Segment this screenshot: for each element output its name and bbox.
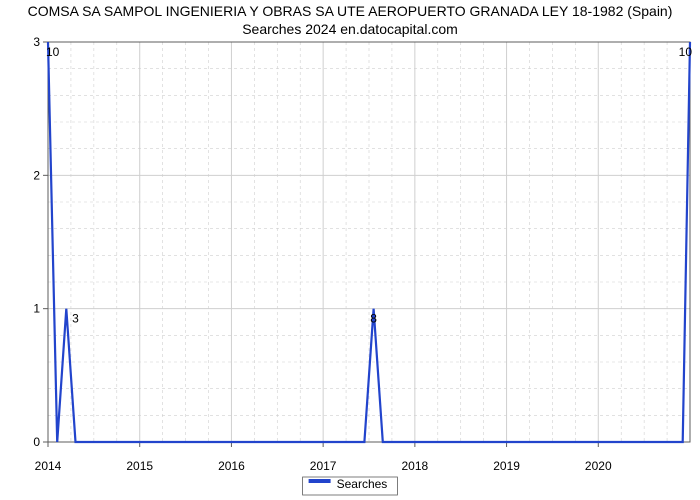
chart-title-line1: COMSA SA SAMPOL INGENIERIA Y OBRAS SA UT… xyxy=(28,3,673,19)
y-tick-label: 2 xyxy=(33,168,40,182)
searches-chart: COMSA SA SAMPOL INGENIERIA Y OBRAS SA UT… xyxy=(0,0,700,500)
x-tick-label: 2017 xyxy=(310,459,337,473)
y-tick-label: 3 xyxy=(33,35,40,49)
point-label: 3 xyxy=(72,312,79,326)
x-tick-label: 2016 xyxy=(218,459,245,473)
x-tick-label: 2018 xyxy=(402,459,429,473)
legend: Searches xyxy=(303,477,398,495)
chart-title-line2: Searches 2024 en.datocapital.com xyxy=(242,21,458,37)
y-tick-label: 1 xyxy=(33,302,40,316)
x-tick-label: 2015 xyxy=(126,459,153,473)
x-tick-label: 2014 xyxy=(35,459,62,473)
legend-swatch xyxy=(309,479,331,483)
point-label: 10 xyxy=(679,45,693,59)
point-label: 10 xyxy=(46,45,60,59)
x-tick-label: 2020 xyxy=(585,459,612,473)
x-tick-label: 2019 xyxy=(493,459,520,473)
point-label: 8 xyxy=(370,312,377,326)
y-tick-label: 0 xyxy=(33,435,40,449)
legend-label: Searches xyxy=(337,477,388,491)
